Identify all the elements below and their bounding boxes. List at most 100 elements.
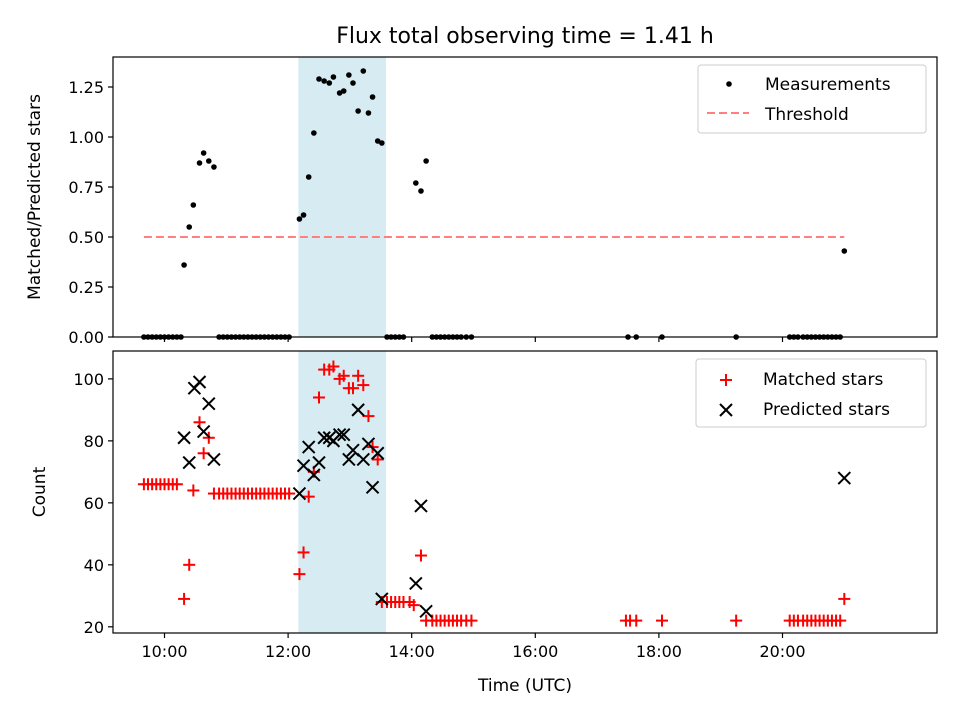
bottom-x-tick-label: 14:00 [389, 642, 435, 661]
bottom-plot-area [137, 360, 852, 627]
top-y-tick-label: 0.50 [68, 228, 104, 247]
top-y-tick-label: 0.25 [68, 278, 104, 297]
predicted-star-point [414, 499, 428, 513]
bottom-x-tick-label: 16:00 [512, 642, 558, 661]
measurement-point [300, 212, 307, 218]
top-panel: 0.00 0.25 0.50 0.75 1.00 1.25 Matched/Predict… [25, 56, 938, 347]
bottom-panel: 20 40 60 80 100 10:00 12:00 14:00 16:00 18:00 20:… [30, 350, 938, 696]
predicted-star-point [409, 576, 423, 591]
measurement-point [418, 188, 424, 194]
bottom-x-tick-label: 18:00 [636, 642, 682, 661]
top-y-tick-label: 1.00 [68, 128, 104, 147]
top-highlight-band [298, 57, 386, 337]
top-axes-frame [112, 56, 938, 338]
predicted-star-point [196, 424, 211, 439]
predicted-star-point [332, 427, 347, 442]
measurement-point [346, 72, 352, 78]
predicted-star-point [207, 452, 221, 467]
predicted-star-point [312, 455, 326, 470]
predicted-star-point [375, 592, 389, 606]
bottom-x-axis: 10:00 12:00 14:00 16:00 18:00 20:00 [141, 633, 806, 661]
top-legend: Measurements Threshold [697, 64, 927, 134]
bottom-x-tick-label: 10:00 [141, 642, 187, 661]
bottom-y-tick-label: 40 [84, 556, 104, 575]
matched-star-point [170, 478, 183, 491]
measurement-point [365, 110, 372, 116]
predicted-star-point [182, 455, 196, 470]
matched-star-point [313, 391, 325, 404]
legend-predicted-marker [719, 403, 733, 417]
measurement-point [423, 158, 429, 164]
measurement-point [413, 180, 419, 186]
matched-star-point [178, 592, 191, 605]
measurement-point [181, 262, 187, 268]
top-y-axis: 0.00 0.25 0.50 0.75 1.00 1.25 [68, 78, 113, 347]
matched-star-point [187, 484, 200, 497]
measurement-point [330, 74, 337, 80]
matched-star-point [414, 549, 427, 562]
predicted-star-point [351, 403, 365, 417]
top-y-tick-label: 1.25 [68, 78, 104, 97]
measurement-point [369, 94, 376, 100]
legend-measurements-marker [726, 81, 732, 87]
predicted-star-point [192, 375, 207, 389]
matched-star-point [730, 614, 743, 627]
bottom-highlight-band [298, 351, 386, 633]
predicted-star-point [342, 452, 356, 467]
matched-star-point [302, 490, 315, 503]
bottom-y-tick-label: 60 [84, 494, 104, 513]
measurement-point [316, 76, 322, 82]
matched-star-point [465, 614, 478, 627]
measurement-point [205, 158, 212, 164]
bottom-y-tick-label: 100 [73, 370, 104, 389]
matched-star-point [834, 614, 847, 627]
measurement-point [340, 88, 347, 94]
measurement-point [200, 150, 207, 156]
matched-star-point [337, 369, 350, 382]
matched-star-point [838, 592, 851, 605]
measurement-point [186, 224, 193, 230]
legend-predicted-label: Predicted stars [763, 400, 890, 420]
bottom-y-tick-label: 20 [84, 618, 104, 637]
legend-threshold-label: Threshold [764, 105, 849, 125]
bottom-y-tick-label: 80 [84, 432, 104, 451]
top-y-tick-label: 0.00 [68, 328, 104, 347]
matched-star-point [655, 614, 668, 627]
matched-star-point [407, 599, 420, 612]
predicted-star-point [356, 452, 370, 467]
measurement-point [196, 160, 203, 166]
matched-star-point [327, 360, 340, 373]
matched-star-point [357, 379, 370, 392]
predicted-star-point [317, 431, 331, 445]
bottom-y-label: Count [30, 466, 50, 517]
matched-star-point [362, 410, 375, 423]
legend-matched-label: Matched stars [763, 370, 883, 390]
matched-star-point [283, 487, 296, 500]
measurement-point [211, 164, 217, 170]
predicted-star-point [371, 446, 385, 460]
predicted-star-point [177, 431, 191, 445]
predicted-star-point [202, 396, 216, 411]
measurement-point [355, 108, 361, 114]
predicted-star-point [419, 604, 433, 619]
measurement-point [190, 202, 197, 208]
measurement-point [350, 80, 356, 86]
predicted-star-point [337, 427, 351, 442]
predicted-star-point [307, 468, 321, 482]
matched-star-point [297, 546, 310, 559]
bottom-axes-frame [112, 350, 938, 634]
bottom-x-label: Time (UTC) [477, 676, 572, 696]
bottom-x-tick-label: 12:00 [265, 642, 311, 661]
matched-star-point [346, 382, 359, 395]
matched-star-point [197, 447, 210, 460]
matched-star-point [371, 453, 384, 466]
figure-title: Flux total observing time = 1.41 h [336, 24, 714, 49]
measurement-point [296, 216, 303, 222]
measurement-point [305, 174, 312, 180]
legend-matched-marker [720, 374, 732, 386]
measurement-point [360, 68, 367, 74]
matched-star-point [183, 558, 196, 571]
top-y-label: Matched/Predicted stars [25, 94, 45, 300]
measurement-point [841, 248, 848, 254]
